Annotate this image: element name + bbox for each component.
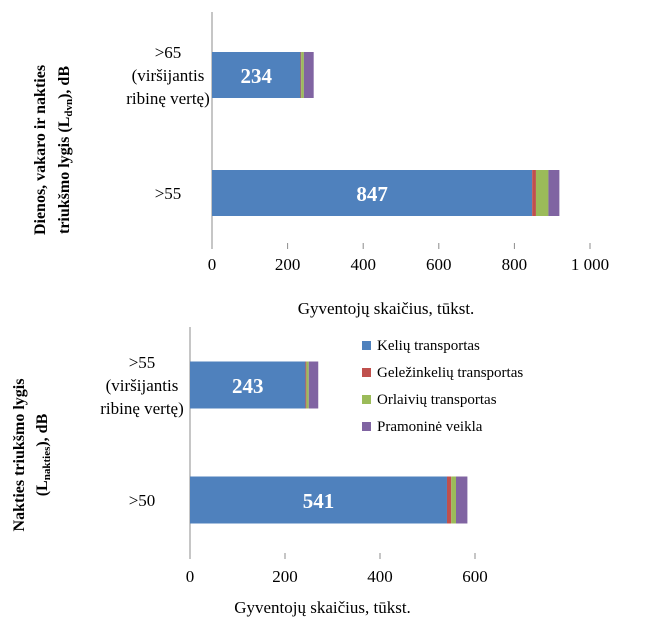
bar-segment-2: [446, 476, 452, 524]
data-label: 243: [232, 374, 264, 398]
y-axis-title-line2: triukšmo lygis (Ldvn), dB: [56, 66, 75, 234]
bar-segment-4: [303, 52, 314, 98]
y-axis-title-line2: (Lnakties), dB: [34, 413, 53, 496]
bar-segment-1: [190, 476, 447, 524]
x-tick-label: 400: [350, 255, 376, 274]
chart-panel-2: 0 200 400 600 Gyventojų skaičius, tūkst. >55 (…: [11, 327, 488, 617]
x-tick-label: 600: [462, 567, 488, 586]
category-label: >55: [129, 353, 156, 372]
legend-swatch: [362, 341, 371, 350]
category-label: ribinę vertę): [126, 89, 210, 108]
y-axis-title: Nakties triukšmo lygis (Lnakties), dB: [11, 379, 53, 532]
data-label: 234: [240, 64, 272, 88]
bar-segment-2: [532, 170, 536, 216]
y-axis-title-subscript: dvn: [63, 99, 75, 117]
x-tick-label: 0: [208, 255, 217, 274]
x-tick-label: 800: [502, 255, 528, 274]
x-tick-label: 0: [186, 567, 195, 586]
x-tick-label: 1 000: [571, 255, 609, 274]
legend-swatch: [362, 422, 371, 431]
legend: Kelių transportas Geležinkelių transporta…: [362, 338, 523, 435]
bar-segment-3: [535, 170, 549, 216]
x-axis-title: Gyventojų skaičius, tūkst.: [298, 299, 475, 318]
y-axis-title-text: triukšmo lygis (L: [56, 117, 73, 234]
category-label: ribinę vertę): [100, 399, 184, 418]
category-label: (viršijantis: [106, 376, 179, 395]
bar-segment-4: [456, 476, 468, 524]
bar-segment-4: [548, 170, 560, 216]
bar-segment-3: [451, 476, 456, 524]
bar-segment-4: [308, 361, 319, 409]
y-axis-title-line1: Nakties triukšmo lygis: [11, 379, 28, 532]
y-axis-title: Dienos, vakaro ir nakties triukšmo lygis …: [32, 65, 75, 235]
bar-segment-1: [212, 52, 301, 98]
data-label: 541: [303, 489, 335, 513]
y-axis-title-subscript: nakties: [41, 446, 53, 480]
legend-swatch: [362, 395, 371, 404]
bar-segment-3: [306, 361, 309, 409]
legend-swatch: [362, 368, 371, 377]
category-label: >50: [129, 491, 156, 510]
x-axis-title: Gyventojų skaičius, tūkst.: [234, 598, 411, 617]
legend-label: Pramoninė veikla: [377, 419, 483, 435]
y-axis-title-text: ), dB: [34, 413, 51, 446]
category-label: >65: [155, 43, 182, 62]
bar-segment-2: [305, 361, 307, 409]
x-tick-label: 200: [272, 567, 298, 586]
category-label: (viršijantis: [132, 66, 205, 85]
x-tick-label: 600: [426, 255, 452, 274]
x-tick-label: 400: [367, 567, 393, 586]
legend-label: Orlaivių transportas: [377, 392, 497, 408]
legend-label: Geležinkelių transportas: [377, 365, 523, 381]
y-axis-title-text: ), dB: [56, 66, 73, 99]
data-label: 847: [356, 182, 388, 206]
category-label: >55: [155, 184, 182, 203]
y-axis-title-text: (L: [34, 480, 51, 496]
legend-label: Kelių transportas: [377, 338, 480, 354]
bar-segment-1: [212, 170, 533, 216]
chart-panel-1: 0 200 400 600 800 1 000 Gyventojų skaičius, tū…: [32, 12, 609, 318]
y-axis-title-line1: Dienos, vakaro ir nakties: [32, 65, 49, 235]
x-tick-label: 200: [275, 255, 301, 274]
bar-segment-1: [190, 361, 306, 409]
bar-segment-3: [301, 52, 304, 98]
bar-segment-2: [300, 52, 302, 98]
